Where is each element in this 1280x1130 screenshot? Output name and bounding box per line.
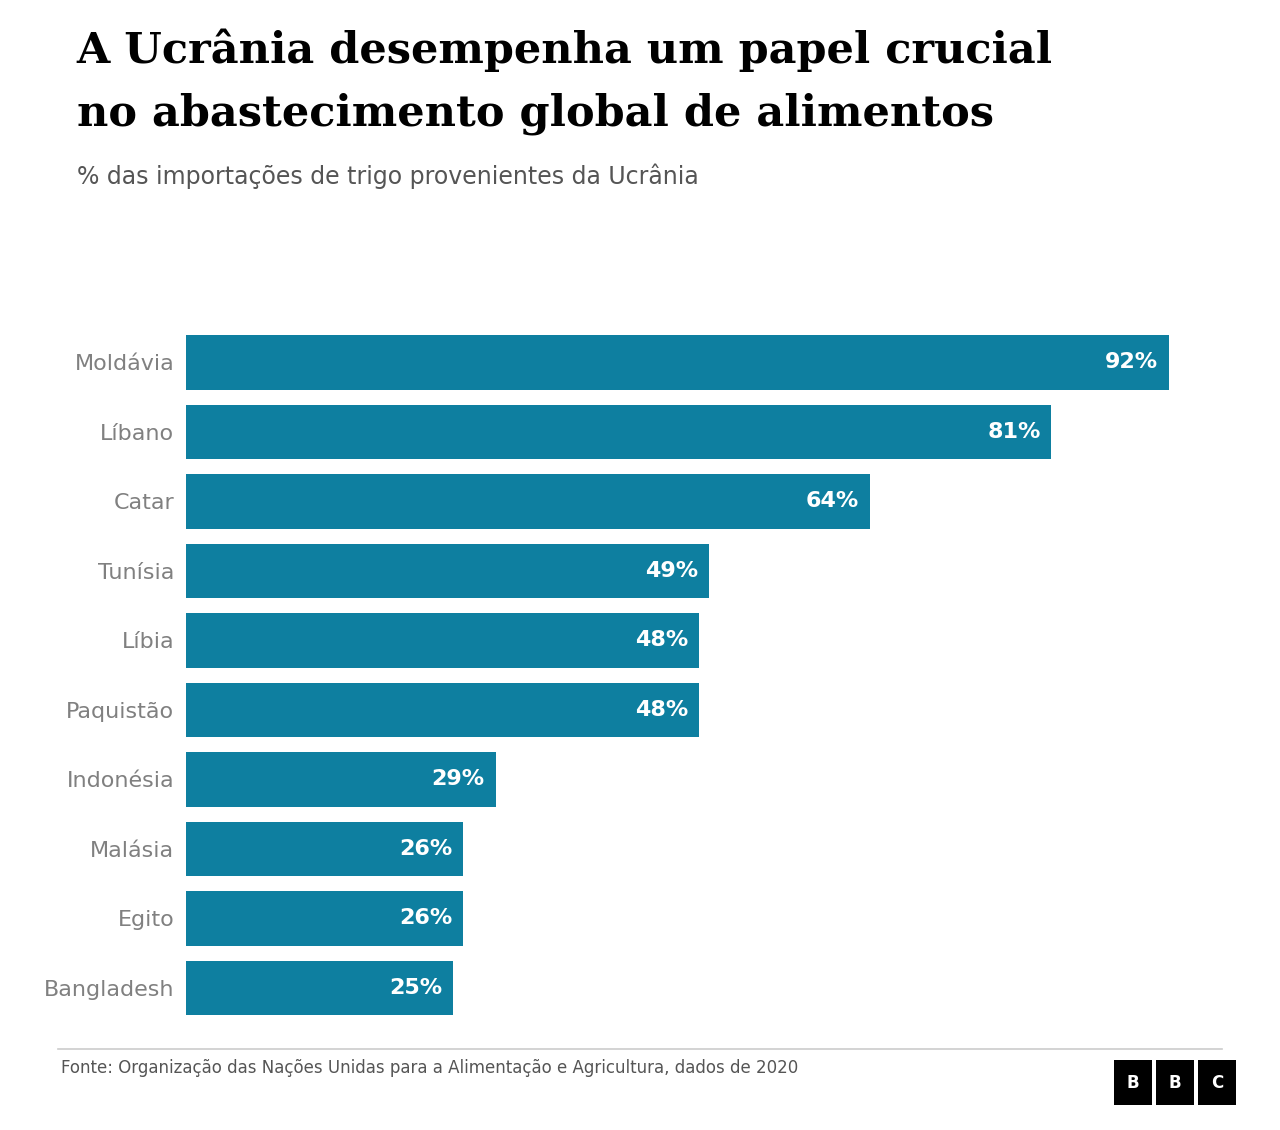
Bar [186,960,453,1015]
Text: B: B [1126,1074,1139,1092]
Text: 49%: 49% [645,560,699,581]
Text: 26%: 26% [399,838,453,859]
Text: 64%: 64% [805,492,859,512]
Bar [186,822,463,876]
Bar [186,892,463,946]
Text: 29%: 29% [431,770,485,790]
Text: 25%: 25% [389,977,442,998]
Bar [186,405,1051,459]
Text: C: C [1211,1074,1224,1092]
Text: 48%: 48% [635,699,687,720]
Bar [186,336,1169,390]
Text: 81%: 81% [987,421,1041,442]
Bar [186,683,699,737]
Text: no abastecimento global de alimentos: no abastecimento global de alimentos [77,93,993,136]
Text: A Ucrânia desempenha um papel crucial: A Ucrânia desempenha um papel crucial [77,28,1053,71]
Bar [186,475,869,529]
Text: 92%: 92% [1105,353,1158,373]
Bar [186,753,495,807]
Text: 26%: 26% [399,909,453,929]
Bar [186,544,709,598]
Text: B: B [1169,1074,1181,1092]
Text: % das importações de trigo provenientes da Ucrânia: % das importações de trigo provenientes … [77,164,699,190]
Text: 48%: 48% [635,631,687,651]
Text: Fonte: Organização das Nações Unidas para a Alimentação e Agricultura, dados de : Fonte: Organização das Nações Unidas par… [61,1059,799,1077]
Bar [186,614,699,668]
